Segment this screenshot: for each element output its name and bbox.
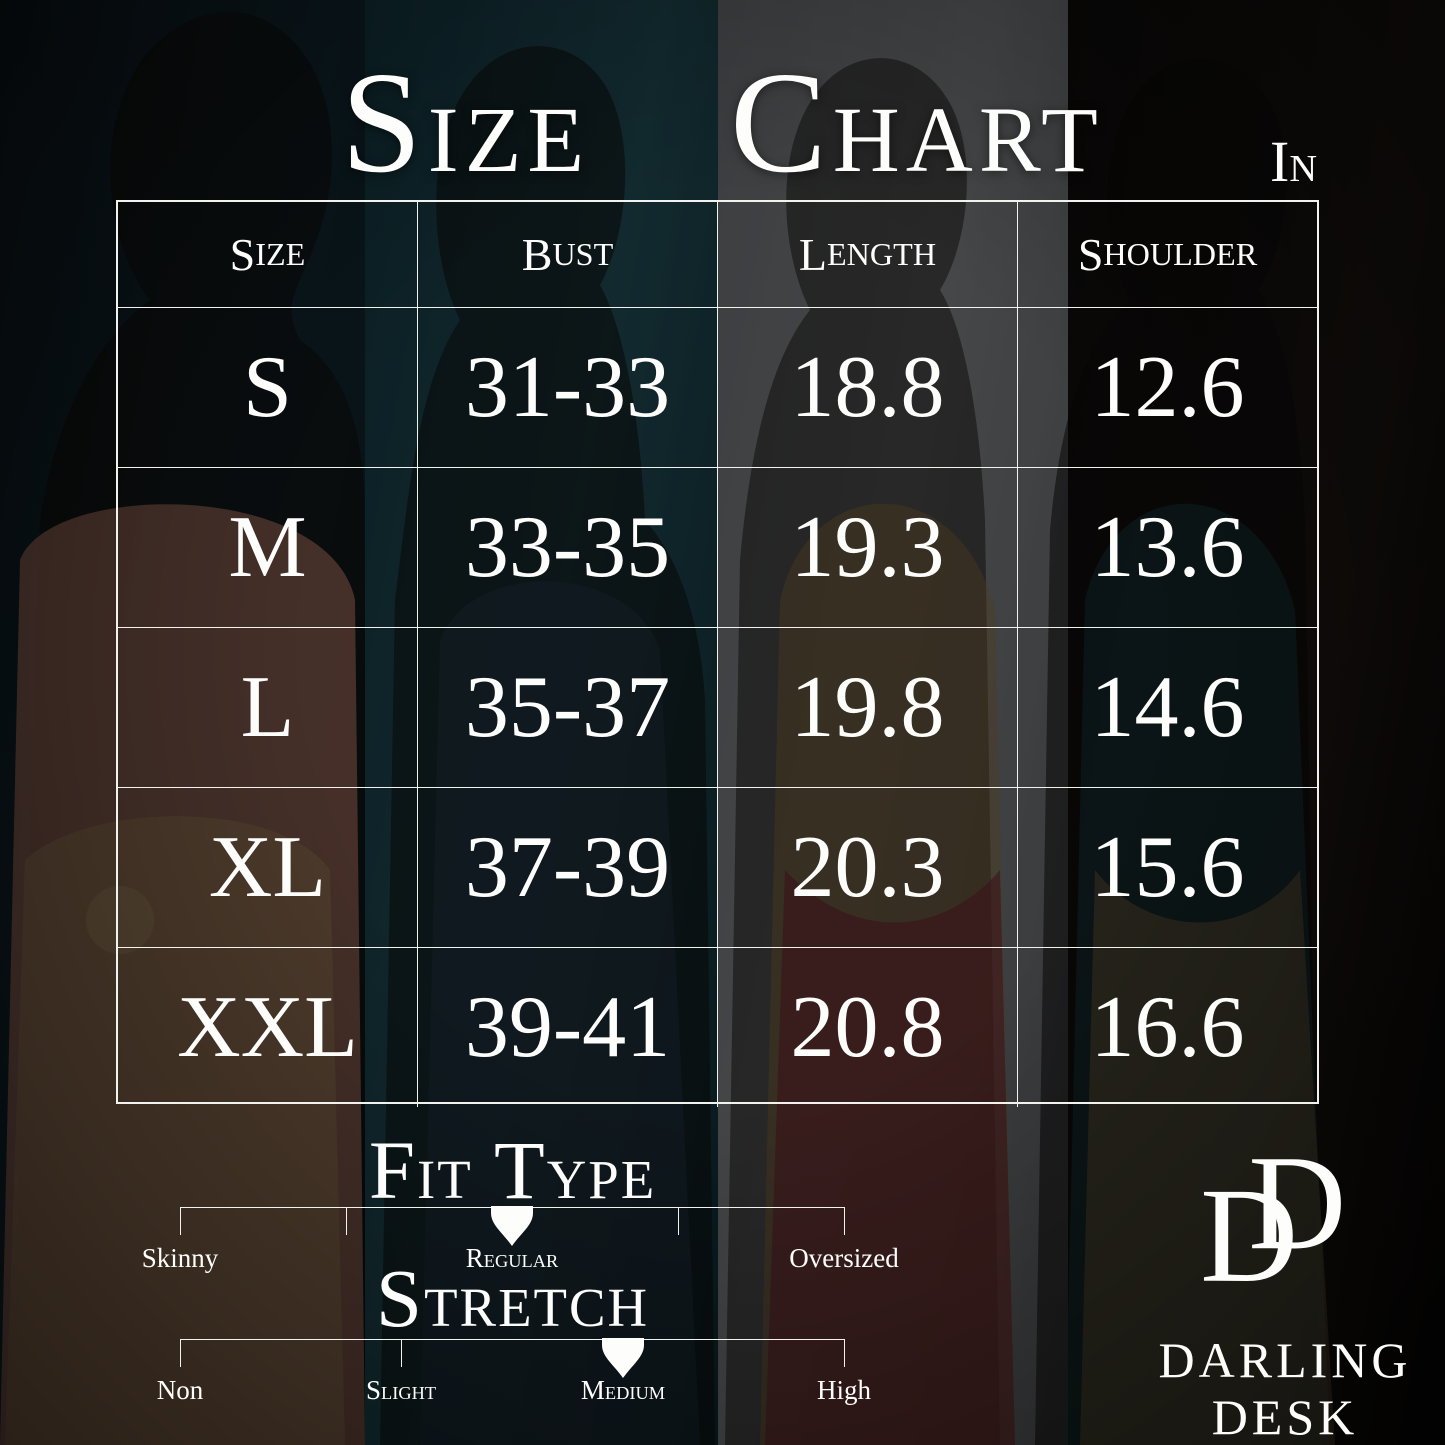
svg-text:D: D — [1248, 1135, 1346, 1278]
